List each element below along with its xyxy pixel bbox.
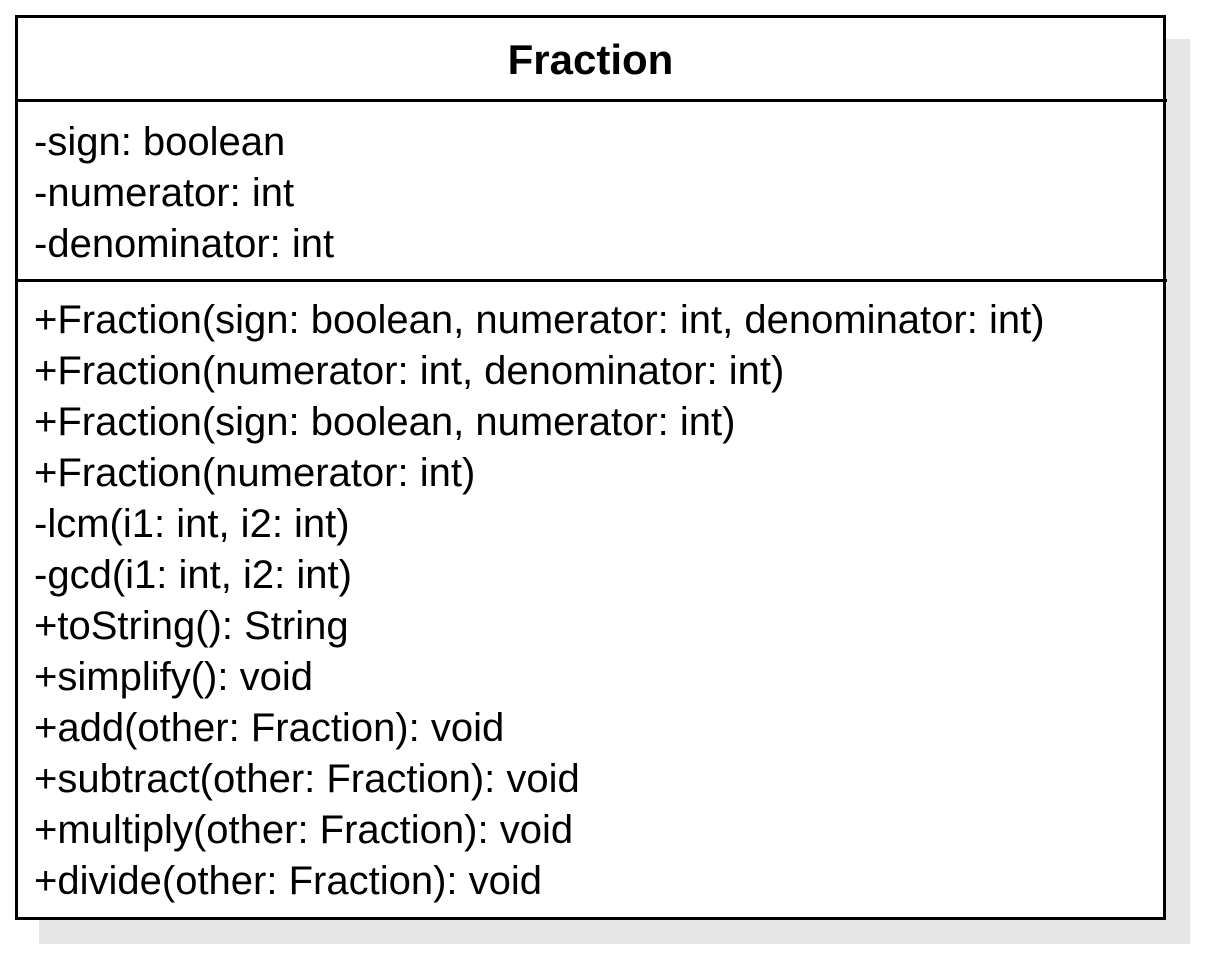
method-simplify: +simplify(): void (34, 655, 313, 699)
method-divide: +divide(other: Fraction): void (34, 859, 543, 903)
method-constructor-num: +Fraction(numerator: int) (34, 451, 476, 495)
attribute-denominator: -denominator: int (34, 222, 335, 266)
method-add: +add(other: Fraction): void (34, 706, 505, 750)
class-name: Fraction (507, 35, 674, 83)
attribute-numerator: -numerator: int (34, 171, 295, 215)
method-tostring: +toString(): String (34, 604, 349, 648)
attributes-section: -sign: boolean -numerator: int -denomina… (18, 102, 1167, 282)
method-constructor-full: +Fraction(sign: boolean, numerator: int,… (34, 298, 1045, 342)
method-gcd: -gcd(i1: int, i2: int) (34, 553, 352, 597)
method-lcm: -lcm(i1: int, i2: int) (34, 502, 350, 546)
method-constructor-sign-num: +Fraction(sign: boolean, numerator: int) (34, 400, 736, 444)
method-multiply: +multiply(other: Fraction): void (34, 808, 574, 852)
attribute-sign: -sign: boolean (34, 120, 286, 164)
methods-section: +Fraction(sign: boolean, numerator: int,… (18, 282, 1163, 907)
method-constructor-num-den: +Fraction(numerator: int, denominator: i… (34, 349, 785, 393)
uml-class-fraction[interactable]: Fraction -sign: boolean -numerator: int … (15, 15, 1167, 920)
method-subtract: +subtract(other: Fraction): void (34, 757, 580, 801)
class-header: Fraction (18, 18, 1167, 102)
